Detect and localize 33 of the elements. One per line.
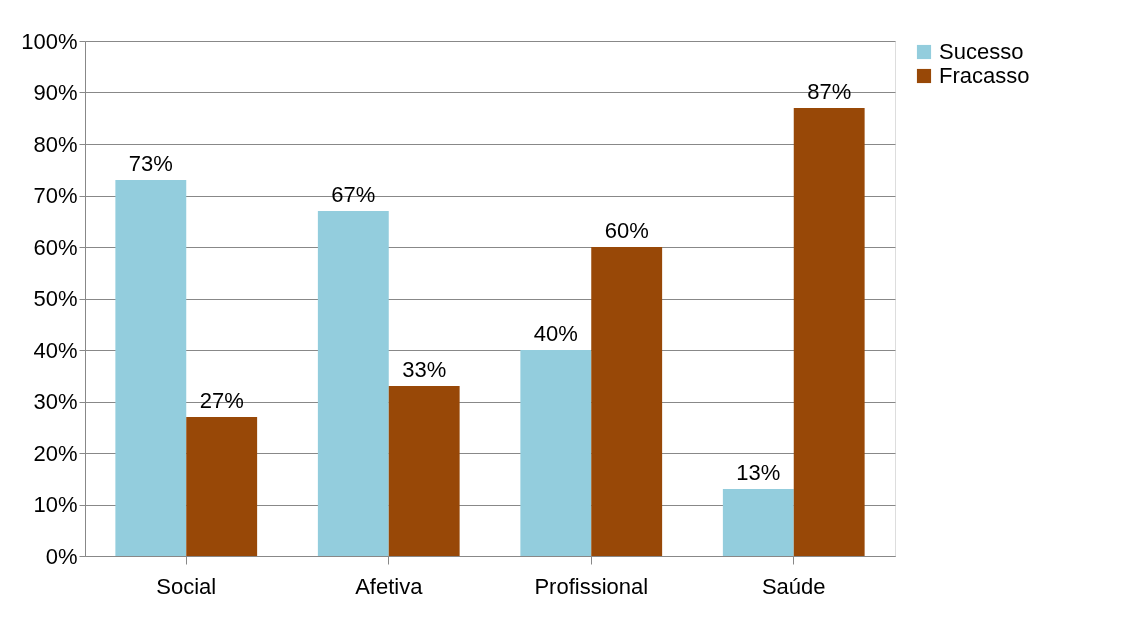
bar bbox=[317, 210, 389, 556]
y-tick-label: 80% bbox=[33, 131, 78, 157]
y-tick-label: 40% bbox=[33, 337, 78, 363]
y-tick-label: 30% bbox=[33, 389, 78, 414]
x-tick-label: Social bbox=[156, 573, 217, 599]
legend-label: Sucesso bbox=[939, 39, 1024, 64]
y-tick-label: 70% bbox=[33, 183, 78, 208]
y-tick-label: 0% bbox=[45, 543, 78, 569]
y-tick-label: 90% bbox=[33, 80, 78, 105]
bar bbox=[793, 107, 865, 556]
data-label: 27% bbox=[199, 387, 244, 413]
y-tick-label: 50% bbox=[33, 286, 78, 311]
data-label: 13% bbox=[736, 460, 781, 486]
data-label: 33% bbox=[402, 357, 447, 383]
bar bbox=[388, 386, 460, 556]
data-label: 67% bbox=[331, 181, 376, 207]
data-label: 40% bbox=[533, 321, 578, 346]
y-tick-label: 100% bbox=[21, 28, 78, 54]
bar bbox=[115, 180, 187, 556]
data-label: 87% bbox=[807, 78, 852, 104]
y-tick-label: 10% bbox=[33, 492, 78, 517]
bar bbox=[591, 247, 663, 556]
bar bbox=[186, 416, 258, 556]
y-tick-label: 60% bbox=[33, 234, 78, 260]
y-tick-label: 20% bbox=[33, 440, 78, 466]
data-label: 60% bbox=[604, 218, 649, 243]
x-tick-label: Afetiva bbox=[355, 573, 424, 599]
x-tick-label: Profissional bbox=[534, 573, 649, 599]
bar bbox=[722, 489, 794, 556]
x-tick-label: Saúde bbox=[761, 573, 826, 599]
data-label: 73% bbox=[128, 151, 173, 177]
legend-label: Fracasso bbox=[939, 63, 1030, 88]
bar bbox=[520, 350, 592, 556]
